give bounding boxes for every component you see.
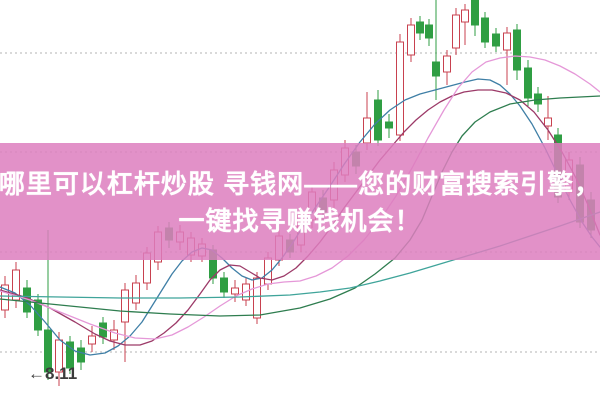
candle-up	[407, 24, 415, 56]
candle-down	[220, 277, 228, 293]
candle-down	[374, 99, 382, 141]
candle-down	[471, 0, 479, 26]
candle-up	[88, 335, 96, 345]
candle-down	[385, 121, 393, 129]
candle-up	[121, 289, 129, 323]
ma-slow-pink	[0, 55, 600, 340]
candle-up	[461, 9, 469, 23]
candle-up	[396, 41, 404, 136]
candle-up	[132, 282, 140, 304]
candle-down	[77, 347, 85, 363]
candle-down	[44, 329, 52, 373]
candle-up	[443, 55, 451, 73]
ad-banner-text-line1: 哪里可以杠杆炒股 寻钱网——您的财富搜索引擎，	[0, 168, 600, 199]
low-price-annotation: ←8.11	[28, 364, 78, 383]
candle-down	[416, 21, 424, 34]
candle-up	[253, 277, 261, 319]
ad-banner-overlay[interactable]: 哪里可以杠杆炒股 寻钱网——您的财富搜索引擎， 一键找寻赚钱机会！	[0, 143, 600, 260]
candle-down	[425, 24, 433, 39]
candle-down	[492, 33, 500, 47]
candle-down	[513, 29, 521, 71]
candle-up	[231, 287, 239, 295]
candle-down	[66, 341, 74, 369]
ad-banner-text-line2: 一键找寻赚钱机会！	[178, 205, 422, 236]
candle-up	[503, 32, 511, 51]
candle-down	[432, 61, 440, 77]
candle-up	[544, 117, 552, 127]
candle-up	[452, 14, 460, 49]
candle-up	[110, 329, 118, 341]
candle-down	[524, 67, 532, 99]
candle-up	[1, 284, 9, 311]
candle-up	[55, 339, 63, 373]
candle-down	[481, 17, 489, 43]
